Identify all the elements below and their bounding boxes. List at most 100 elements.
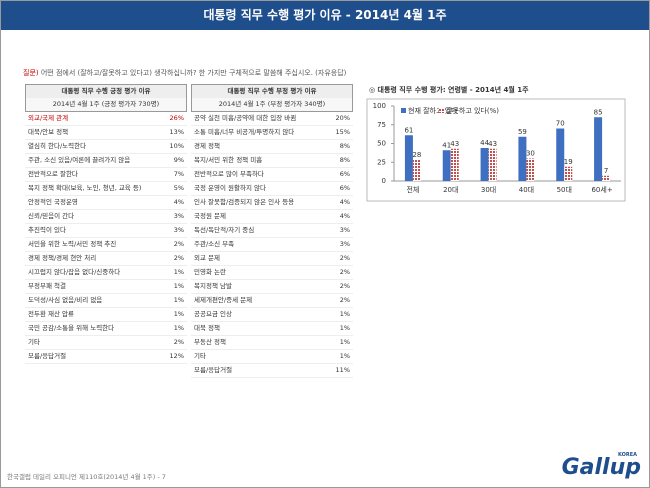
reason: 대북 정책 bbox=[194, 324, 220, 332]
bar bbox=[488, 148, 497, 181]
table-row: 복지 정책 확대(보육, 노인, 청년, 교육 등) 5% bbox=[25, 182, 187, 196]
reason: 경제 정책 bbox=[194, 142, 220, 150]
legend-swatch bbox=[401, 108, 406, 113]
table-row: 신뢰/믿음이 간다 3% bbox=[25, 210, 187, 224]
percent: 1% bbox=[339, 310, 350, 318]
reason: 도덕성/사심 없음/비리 없음 bbox=[28, 296, 103, 304]
percent: 1% bbox=[173, 296, 184, 304]
table-row: 전반적으로 잘한다 7% bbox=[25, 168, 187, 182]
reason: 외교/국제 관계 bbox=[28, 114, 69, 122]
logo-sub: KOREA bbox=[617, 452, 637, 458]
table-title: 대통령 직무 수행 부정 평가 이유 bbox=[227, 87, 317, 95]
percent: 20% bbox=[335, 114, 350, 122]
reason: 전반적으로 잘한다 bbox=[28, 170, 78, 178]
reason: 복지정책 남발 bbox=[194, 282, 232, 290]
table-row: 서민을 위한 노력/서민 정책 추진 2% bbox=[25, 238, 187, 252]
chart-title: ◎ 대통령 직무 수행 평가: 연령별 - 2014년 4월 1주 bbox=[369, 85, 529, 94]
value-label: 30 bbox=[526, 150, 535, 158]
percent: 13% bbox=[169, 128, 184, 136]
table-row: 외교/국제 관계 26% bbox=[25, 112, 187, 126]
chart-frame bbox=[366, 98, 626, 202]
table-row: 국정원 문제 4% bbox=[191, 210, 353, 224]
x-tick-label: 20대 bbox=[443, 186, 458, 194]
reason: 주관/소신 부족 bbox=[194, 240, 235, 248]
reason: 소통 미흡/너무 비공개/투명하지 않다 bbox=[194, 128, 295, 136]
reason: 시끄럽지 않다/잡음 없다/신중하다 bbox=[28, 268, 121, 276]
reason: 신뢰/믿음이 간다 bbox=[28, 212, 75, 220]
percent: 4% bbox=[339, 198, 350, 206]
bar bbox=[518, 136, 527, 181]
y-tick-label: 100 bbox=[373, 102, 386, 110]
percent: 4% bbox=[173, 198, 184, 206]
value-label: 41 bbox=[442, 141, 451, 149]
percent: 2% bbox=[339, 268, 350, 276]
reason: 공공요금 인상 bbox=[194, 310, 232, 318]
table-row: 부정부패 척결 1% bbox=[25, 280, 187, 294]
value-label: 43 bbox=[450, 140, 459, 148]
table-row: 안정적인 국정운영 4% bbox=[25, 196, 187, 210]
reason: 대북/안보 정책 bbox=[28, 128, 69, 136]
table-row: 인사 잘못함/검증되지 않은 인사 등용 4% bbox=[191, 196, 353, 210]
value-label: 70 bbox=[556, 120, 565, 128]
percent: 2% bbox=[339, 296, 350, 304]
table-row: 주관/소신 부족 3% bbox=[191, 238, 353, 252]
reason: 복지/서민 위한 정책 미흡 bbox=[194, 156, 263, 164]
x-tick-label: 전체 bbox=[406, 185, 419, 194]
bar bbox=[450, 148, 459, 181]
reason: 서민을 위한 노력/서민 정책 추진 bbox=[28, 240, 117, 248]
question: 질문) 어떤 점에서 (잘하고/잘못하고 있다고) 생각하십니까? 한 가지만 … bbox=[23, 68, 346, 78]
x-tick-label: 30대 bbox=[481, 186, 496, 194]
percent: 6% bbox=[339, 184, 350, 192]
table-row: 공약 실천 미흡/공약에 대한 입장 바뀜 20% bbox=[191, 112, 353, 126]
table-row: 모름/응답거절 12% bbox=[25, 350, 187, 364]
x-tick-label: 50대 bbox=[557, 186, 572, 194]
percent: 2% bbox=[173, 338, 184, 346]
table-header: 대통령 직무 수행 긍정 평가 이유 2014년 4월 1주 (긍정 평가자 73… bbox=[25, 84, 187, 112]
y-tick-label: 25 bbox=[377, 158, 386, 166]
bar bbox=[594, 117, 603, 181]
table-row: 소통 미흡/너무 비공개/투명하지 않다 15% bbox=[191, 126, 353, 140]
reason: 공약 실천 미흡/공약에 대한 입장 바뀜 bbox=[194, 114, 297, 122]
bar bbox=[602, 175, 611, 181]
reason: 모름/응답거절 bbox=[28, 352, 67, 360]
reason: 세제개편안/증세 문제 bbox=[194, 296, 253, 304]
bar bbox=[404, 135, 413, 181]
table-row: 도덕성/사심 없음/비리 없음 1% bbox=[25, 294, 187, 308]
logo-text: Gallup bbox=[561, 455, 641, 480]
bar bbox=[480, 148, 489, 181]
table-row: 시끄럽지 않다/잡음 없다/신중하다 1% bbox=[25, 266, 187, 280]
value-label: 44 bbox=[480, 139, 489, 147]
table-row: 전두환 재산 압류 1% bbox=[25, 308, 187, 322]
table-row: 전반적으로 많이 부족하다 6% bbox=[191, 168, 353, 182]
table-row: 경제 정책/경제 현안 처리 2% bbox=[25, 252, 187, 266]
percent: 5% bbox=[173, 184, 184, 192]
table-subtitle: 2014년 4월 1주 (부정 평가자 340명) bbox=[192, 98, 352, 111]
percent: 2% bbox=[173, 254, 184, 262]
percent: 8% bbox=[339, 142, 350, 150]
question-label: 질문) bbox=[23, 69, 39, 77]
reason: 외교 문제 bbox=[194, 254, 220, 262]
reason: 기타 bbox=[194, 352, 206, 360]
table-row: 민영화 논란 2% bbox=[191, 266, 353, 280]
value-label: 43 bbox=[488, 140, 497, 148]
table-row: 국정 운영이 원활하지 않다 6% bbox=[191, 182, 353, 196]
legend-label: 잘못하고 있다(%) bbox=[446, 106, 499, 115]
reason: 열심히 한다/노력한다 bbox=[28, 142, 87, 150]
percent: 7% bbox=[173, 170, 184, 178]
table-header: 대통령 직무 수행 부정 평가 이유 2014년 4월 1주 (부정 평가자 34… bbox=[191, 84, 353, 112]
reason: 부동산 정책 bbox=[194, 338, 226, 346]
reason: 경제 정책/경제 현안 처리 bbox=[28, 254, 97, 262]
percent: 26% bbox=[169, 114, 184, 122]
table-title: 대통령 직무 수행 긍정 평가 이유 bbox=[61, 87, 151, 95]
percent: 12% bbox=[169, 352, 184, 360]
y-tick-label: 0 bbox=[382, 177, 386, 185]
percent: 15% bbox=[335, 128, 350, 136]
value-label: 85 bbox=[594, 108, 603, 116]
table-row: 대북/안보 정책 13% bbox=[25, 126, 187, 140]
percent: 1% bbox=[173, 324, 184, 332]
reason: 추진력이 있다 bbox=[28, 226, 66, 234]
value-label: 59 bbox=[518, 128, 527, 136]
table-row: 경제 정책 8% bbox=[191, 140, 353, 154]
reason: 민영화 논란 bbox=[194, 268, 226, 276]
